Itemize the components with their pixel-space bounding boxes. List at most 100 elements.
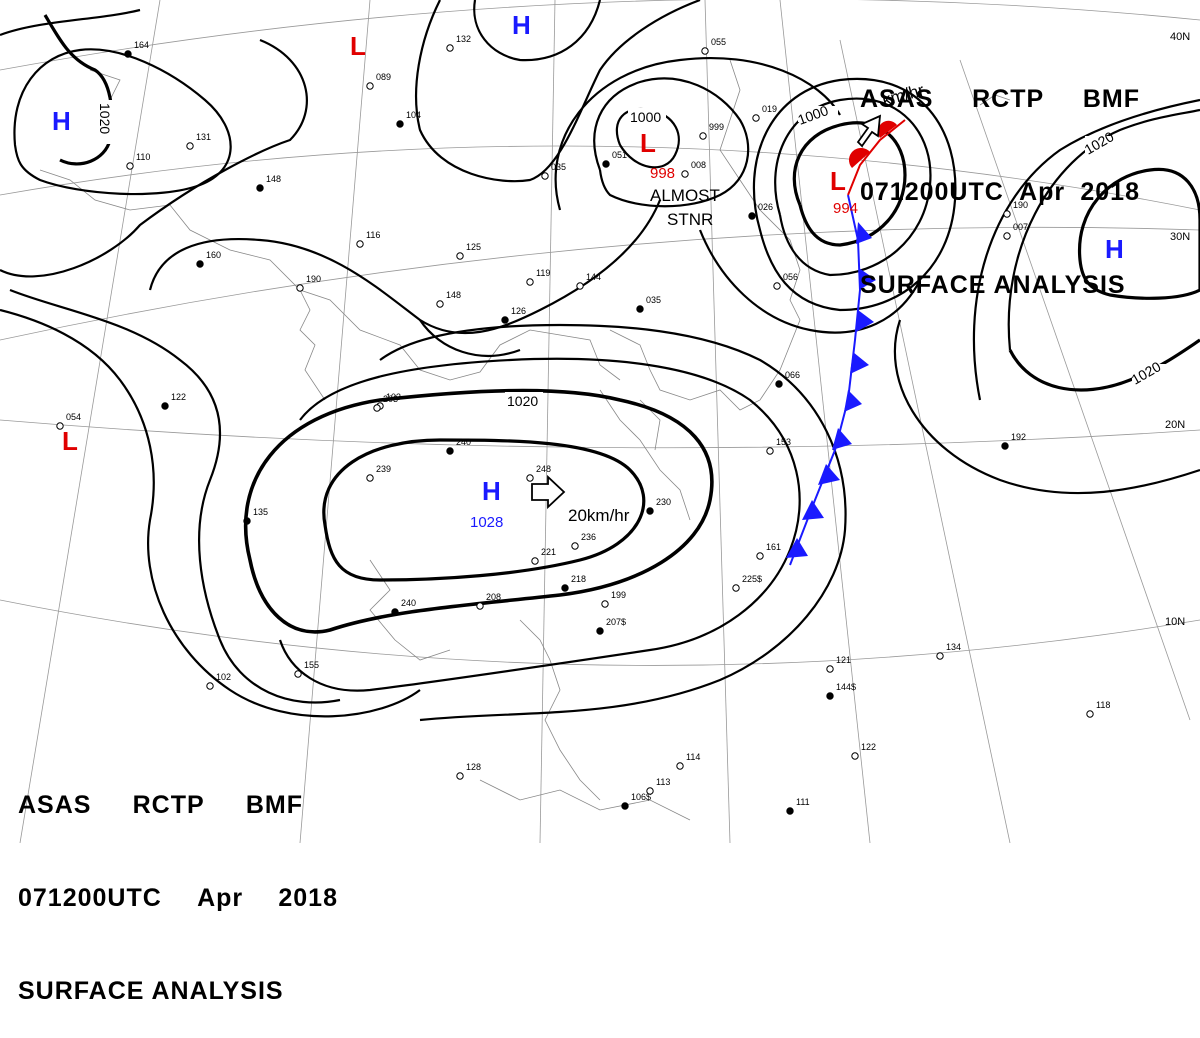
station-pressure-value: 066 xyxy=(785,370,800,380)
station-pressure-value: 248 xyxy=(536,464,551,474)
station-pressure-value: 236 xyxy=(581,532,596,542)
station-pressure-value: 119 xyxy=(536,268,550,278)
lat-label-40n: 40N xyxy=(1170,31,1190,43)
title-month-bottom: Apr xyxy=(197,884,244,912)
station-pressure-value: 218 xyxy=(571,574,586,584)
station-pressure-value: 122 xyxy=(861,742,876,752)
station-symbol xyxy=(701,47,709,55)
station-symbol xyxy=(526,474,534,482)
station-pressure-value: 106$ xyxy=(631,792,651,802)
station-pressure-value: 051 xyxy=(612,150,627,160)
title-year-bottom: 2018 xyxy=(278,884,338,912)
station-symbol xyxy=(456,252,464,260)
station-pressure-value: 104 xyxy=(406,110,421,120)
lat-label-20n: 20N xyxy=(1165,419,1185,431)
station-pressure-value: 126 xyxy=(511,306,526,316)
station-pressure-value: 203 xyxy=(383,394,398,404)
isobar-label-1000-center: 1000 xyxy=(630,109,661,125)
station-symbol xyxy=(161,402,169,410)
station-pressure-value: 239 xyxy=(376,464,391,474)
title-agency-bottom: ASAS xyxy=(18,791,92,819)
low-center-998: L xyxy=(640,128,656,158)
station-symbol xyxy=(732,584,740,592)
station-pressure-value: 089 xyxy=(376,72,391,82)
station-symbol xyxy=(752,114,760,122)
almost-stnr-line2: STNR xyxy=(667,210,713,229)
station-plots: 164 132 089 104 131 110 148 116 125 160 190 148 126 1… xyxy=(56,34,1110,815)
low-center-north: L xyxy=(350,31,366,61)
station-symbol xyxy=(636,305,644,313)
station-symbol xyxy=(256,184,264,192)
station-symbol xyxy=(531,557,539,565)
station-symbol xyxy=(646,787,654,795)
title-agency: ASAS xyxy=(860,85,934,113)
station-pressure-value: 116 xyxy=(366,230,380,240)
station-pressure-value: 190 xyxy=(1013,200,1028,210)
surface-analysis-map: 164 132 089 104 131 110 148 116 125 160 190 148 126 1… xyxy=(0,0,1200,843)
title-year: 2018 xyxy=(1080,178,1140,206)
station-symbol xyxy=(748,212,756,220)
title-station: RCTP xyxy=(972,85,1045,113)
lat-label-30n: 30N xyxy=(1170,231,1190,243)
pressure-centers: H H L L 998 L 994 H L H 1028 xyxy=(52,10,1124,531)
low-value-998: 998 xyxy=(650,165,675,182)
station-pressure-value: 122 xyxy=(171,392,186,402)
station-symbol xyxy=(561,584,569,592)
station-pressure-value: 207$ xyxy=(606,617,626,627)
station-symbol xyxy=(596,627,604,635)
station-symbol xyxy=(436,300,444,308)
station-pressure-value: 114 xyxy=(686,752,700,762)
title-time: 071200UTC xyxy=(860,178,1004,206)
station-symbol xyxy=(243,517,251,525)
station-pressure-value: 161 xyxy=(766,542,781,552)
station-symbol xyxy=(786,807,794,815)
station-symbol xyxy=(373,404,381,412)
station-symbol xyxy=(601,600,609,608)
station-symbol xyxy=(296,284,304,292)
station-pressure-value: 153 xyxy=(776,437,791,447)
station-pressure-value: 035 xyxy=(646,295,661,305)
station-pressure-value: 035 xyxy=(551,162,566,172)
high-center-east: H xyxy=(1105,234,1124,264)
station-pressure-value: 134 xyxy=(946,642,961,652)
station-symbol xyxy=(826,692,834,700)
station-symbol xyxy=(446,44,454,52)
station-pressure-value: 192 xyxy=(1011,432,1026,442)
high-center-1028: H xyxy=(482,476,501,506)
station-pressure-value: 148 xyxy=(446,290,461,300)
station-symbol xyxy=(391,608,399,616)
motion-arrows xyxy=(531,114,882,510)
station-pressure-value: 007 xyxy=(1013,222,1028,232)
lat-label-10n: 10N xyxy=(1165,616,1185,628)
annotations: ALMOST STNR 20km/hr km/hr xyxy=(568,80,926,525)
station-pressure-value: 135 xyxy=(253,507,268,517)
coastlines xyxy=(39,59,1011,821)
station-symbol xyxy=(699,132,707,140)
station-symbol xyxy=(756,552,764,560)
station-pressure-value: 111 xyxy=(796,797,810,807)
low-center-994: L xyxy=(830,166,846,196)
station-pressure-value: 019 xyxy=(762,104,777,114)
low-center-west: L xyxy=(62,426,78,456)
station-symbol xyxy=(936,652,944,660)
station-symbol xyxy=(456,772,464,780)
station-pressure-value: 221 xyxy=(541,547,556,557)
station-pressure-value: 026 xyxy=(758,202,773,212)
station-symbol xyxy=(294,670,302,678)
station-pressure-value: 121 xyxy=(836,655,851,665)
station-symbol xyxy=(446,447,454,455)
title-time-bottom: 071200UTC xyxy=(18,884,162,912)
isobar-label-1020-nw: 1020 xyxy=(97,103,113,134)
station-pressure-value: 240 xyxy=(401,598,416,608)
station-pressure-value: 128 xyxy=(466,762,481,772)
station-pressure-value: 999 xyxy=(709,122,724,132)
station-pressure-value: 118 xyxy=(1096,700,1110,710)
station-symbol xyxy=(1003,210,1011,218)
motion-label-high: 20km/hr xyxy=(568,506,630,525)
title-bmf-bottom: BMF xyxy=(245,791,303,819)
station-pressure-value: 225$ xyxy=(742,574,762,584)
station-symbol xyxy=(571,542,579,550)
station-pressure-value: 125 xyxy=(466,242,481,252)
station-symbol xyxy=(1003,232,1011,240)
station-pressure-value: 208 xyxy=(486,592,501,602)
